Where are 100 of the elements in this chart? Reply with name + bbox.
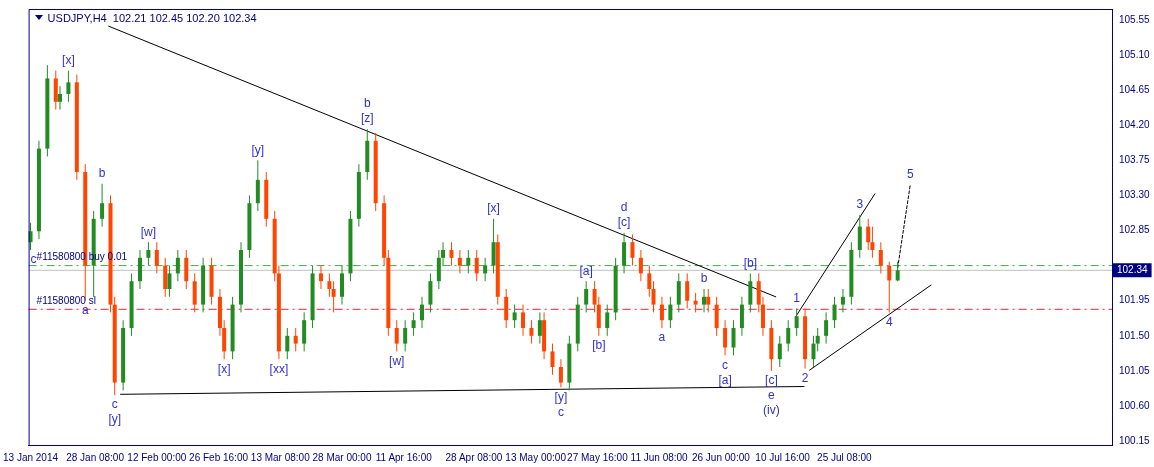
annotation: [y] <box>108 412 122 427</box>
y-tick-label: 102.85 <box>1119 224 1151 236</box>
y-tick-label: 104.65 <box>1119 83 1151 95</box>
y-tick-label: 104.20 <box>1119 118 1151 130</box>
candlestick <box>714 296 719 337</box>
y-tick-label: 100.15 <box>1119 434 1151 446</box>
candlestick <box>175 249 180 282</box>
candlestick <box>702 288 707 313</box>
candlestick <box>840 288 845 313</box>
y-tick-label: 101.50 <box>1119 329 1151 341</box>
y-tick-label: 101.05 <box>1119 364 1151 376</box>
candlestick <box>794 308 799 337</box>
candlestick <box>394 319 399 352</box>
annotation: e <box>768 388 776 403</box>
annotation: 4 <box>885 314 893 329</box>
candlestick <box>163 257 168 298</box>
chart-title: USDJPY,H4 102.21 102.45 102.20 102.34 <box>47 11 257 24</box>
candlestick <box>331 280 336 313</box>
x-tick-label: 26 Feb 16:00 <box>189 451 249 463</box>
candlestick <box>622 232 627 274</box>
candlestick <box>638 249 643 282</box>
candlestick <box>449 241 454 267</box>
x-tick-label: 11 Jun 08:00 <box>630 451 689 463</box>
candlestick <box>529 319 534 345</box>
candlestick <box>777 335 782 368</box>
candlestick <box>647 265 652 298</box>
candlestick <box>167 265 172 298</box>
y-tick-label: 100.60 <box>1119 399 1151 411</box>
x-tick-label: 11 Apr 16:00 <box>375 451 433 463</box>
x-tick-label: 13 Mar 08:00 <box>250 451 311 463</box>
annotation: [b] <box>743 255 758 270</box>
y-tick-label: 105.55 <box>1119 13 1151 25</box>
candlestick <box>302 311 307 352</box>
candlestick <box>723 319 728 356</box>
annotation: [w] <box>389 353 405 368</box>
x-tick-label: 28 Apr 08:00 <box>445 451 503 463</box>
annotation: [xx] <box>269 361 289 376</box>
candlestick <box>685 272 690 310</box>
candlestick <box>154 241 159 274</box>
candlestick <box>53 70 58 111</box>
candlestick <box>184 249 189 290</box>
annotation: c <box>557 404 564 419</box>
candlestick <box>550 343 555 376</box>
candlestick <box>895 261 900 282</box>
candlestick <box>457 249 462 274</box>
y-tick-label: 105.10 <box>1119 48 1151 60</box>
candlestick <box>866 218 871 251</box>
candlestick <box>706 288 711 313</box>
candlestick <box>483 257 488 282</box>
annotation: [c] <box>617 215 631 230</box>
candlestick <box>58 85 62 111</box>
annotation: 1 <box>793 290 801 305</box>
annotation: (iv) <box>763 403 780 418</box>
y-tick-label: 103.30 <box>1119 189 1151 201</box>
candlestick <box>857 214 862 259</box>
candlestick <box>491 218 496 274</box>
annotation: b <box>98 166 106 181</box>
annotation: 2 <box>801 370 809 385</box>
x-tick-label: 28 Jan 08:00 <box>66 451 125 463</box>
annotation: [x] <box>62 52 75 67</box>
annotation: [w] <box>140 224 157 239</box>
candlestick <box>340 265 345 306</box>
x-tick-label: 13 May 00:00 <box>505 451 567 463</box>
candlestick <box>630 233 635 267</box>
annotation: a <box>658 330 666 345</box>
annotation: b <box>700 271 708 286</box>
candlestick <box>584 280 589 313</box>
candlestick <box>474 249 479 282</box>
candlestick <box>512 304 517 329</box>
annotation: 5 <box>906 166 914 181</box>
candlestick <box>466 249 471 274</box>
annotation: c <box>30 252 37 267</box>
candlestick <box>403 319 408 352</box>
annotation: [a] <box>579 263 593 278</box>
annotation: d <box>620 200 628 215</box>
candlestick <box>285 327 290 360</box>
x-tick-label: 25 Jul 08:00 <box>817 451 873 463</box>
candlestick <box>428 272 433 313</box>
annotation: [y] <box>554 389 568 404</box>
x-tick-label: 26 Jun 00:00 <box>691 451 751 463</box>
candlestick <box>668 296 673 329</box>
annotation: [a] <box>718 372 732 387</box>
x-tick-label: 27 May 16:00 <box>567 451 629 463</box>
candlestick <box>146 241 151 267</box>
annotation: c <box>111 397 118 412</box>
candlestick <box>537 311 542 345</box>
candlestick <box>887 261 892 313</box>
candlestick <box>558 358 563 388</box>
annotation: [y] <box>251 142 265 157</box>
candlestick <box>504 288 509 329</box>
candlestick <box>66 70 71 103</box>
candlestick <box>137 249 142 290</box>
ref-line-label: 102.34 <box>1117 264 1149 276</box>
candlestick <box>411 311 416 337</box>
candlestick <box>693 292 698 313</box>
candlestick <box>651 280 656 313</box>
ref-line-label: #11580800 sl <box>36 295 96 307</box>
x-tick-label: 12 Feb 00:00 <box>127 451 187 463</box>
candlestick <box>786 319 791 352</box>
candlestick <box>739 296 744 337</box>
